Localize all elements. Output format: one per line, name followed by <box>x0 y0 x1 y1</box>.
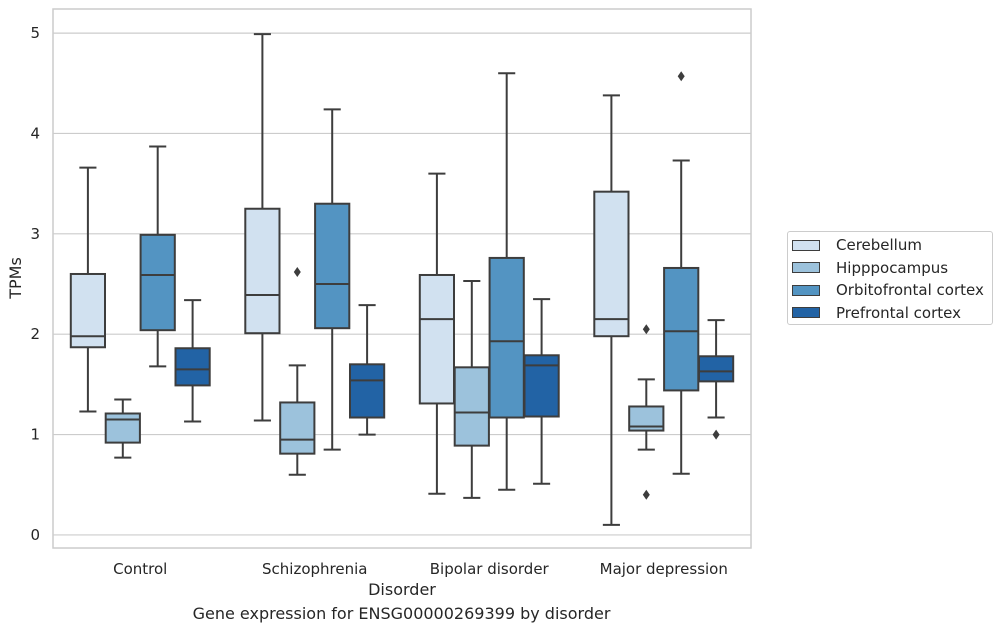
legend-swatch <box>792 307 820 318</box>
legend-item: Hipppocampus <box>792 258 948 278</box>
box-hipppocampus <box>104 398 141 459</box>
box-hipppocampus <box>453 280 490 499</box>
legend-swatch <box>792 239 820 251</box>
y-axis-label: TPMs <box>6 257 25 300</box>
outlier-point <box>642 489 650 500</box>
outlier-point <box>642 324 650 335</box>
box-prefrontal-cortex <box>697 319 735 440</box>
legend-label: Hipppocampus <box>836 258 949 277</box>
iqr-box <box>279 401 316 455</box>
legend-swatch <box>792 284 820 296</box>
box-cerebellum <box>69 166 107 413</box>
y-tick-label: 4 <box>30 124 40 142</box>
iqr-box <box>348 363 386 419</box>
y-tick-label: 1 <box>30 426 40 444</box>
legend-label: Cerebellum <box>836 236 922 254</box>
box-prefrontal-cortex <box>174 299 211 423</box>
y-tick-label: 5 <box>30 24 40 42</box>
x-tick-label: Bipolar disorder <box>430 560 550 578</box>
legend-item: Cerebellum <box>792 235 922 255</box>
iqr-box <box>663 266 700 392</box>
outlier-point <box>712 429 720 440</box>
box-orbitofrontal-cortex <box>139 145 176 368</box>
outlier-point <box>293 266 301 277</box>
box-cerebellum <box>244 33 281 422</box>
plot-frame <box>52 8 752 549</box>
x-axis-label: Disorder <box>368 580 436 599</box>
legend-item: Prefrontal cortex <box>792 303 961 323</box>
box-prefrontal-cortex <box>348 304 386 436</box>
iqr-box <box>593 190 630 338</box>
outlier-point <box>677 71 685 82</box>
iqr-box <box>139 233 176 332</box>
legend-item: Orbitofrontal cortex <box>792 280 984 300</box>
legend-swatch <box>792 262 820 273</box>
x-tick-label: Schizophrenia <box>262 560 367 578</box>
box-hipppocampus <box>628 324 665 500</box>
box-prefrontal-cortex <box>523 298 560 485</box>
boxes <box>69 33 735 526</box>
iqr-box <box>69 272 107 349</box>
box-hipppocampus <box>279 266 316 476</box>
legend: Cerebellum Hipppocampus Orbitofrontal cort… <box>787 231 993 325</box>
y-tick-label: 3 <box>30 225 40 243</box>
grid-lines <box>53 32 751 536</box>
chart-caption: Gene expression for ENSG00000269399 by d… <box>192 604 611 623</box>
x-tick-label: Control <box>113 560 167 578</box>
iqr-box <box>104 412 141 444</box>
y-tick-label: 0 <box>30 526 40 544</box>
iqr-box <box>244 207 281 335</box>
iqr-box <box>697 355 735 383</box>
iqr-box <box>453 366 490 447</box>
x-tick-labels: Control Schizophrenia Bipolar disorder Majo… <box>113 560 728 578</box>
iqr-box <box>174 347 211 387</box>
box-cerebellum <box>593 94 630 526</box>
legend-label: Orbitofrontal cortex <box>836 281 984 299</box>
iqr-box <box>488 256 525 419</box>
box-orbitofrontal-cortex <box>663 71 700 475</box>
y-tick-label: 2 <box>30 325 40 343</box>
box-orbitofrontal-cortex <box>314 108 351 451</box>
iqr-box <box>314 202 351 330</box>
iqr-box <box>418 273 456 405</box>
box-cerebellum <box>418 172 456 495</box>
legend-label: Prefrontal cortex <box>836 303 961 322</box>
y-tick-labels: 0 1 2 3 4 5 <box>30 24 40 544</box>
x-tick-label: Major depression <box>600 560 728 578</box>
box-orbitofrontal-cortex <box>488 72 525 491</box>
